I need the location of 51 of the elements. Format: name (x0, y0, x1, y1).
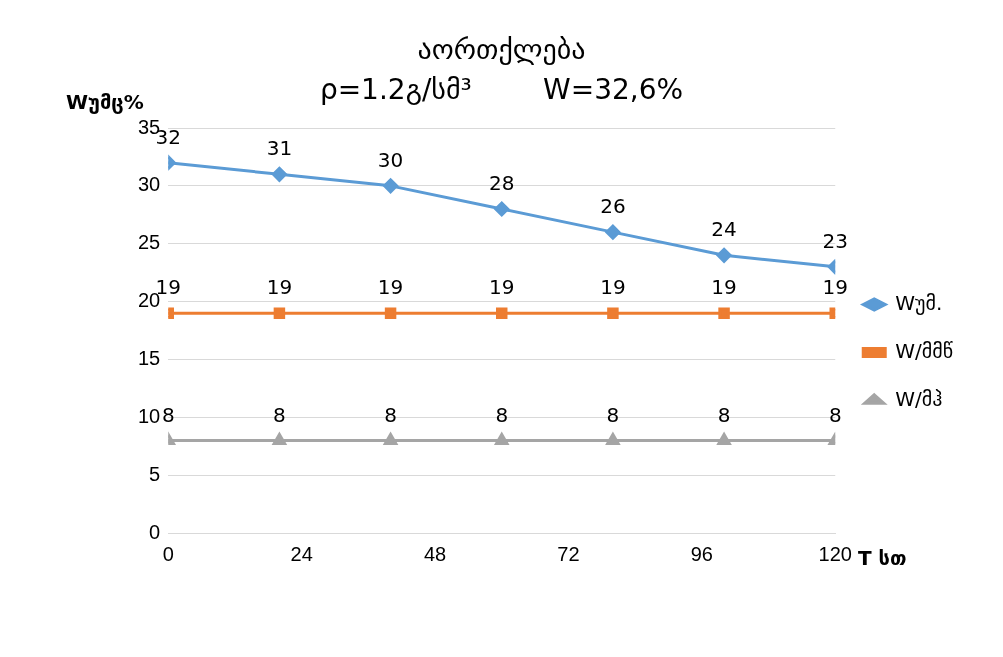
point (495, 432, 509, 445)
y-tick-label: 5 (149, 462, 161, 485)
point (383, 432, 398, 445)
legend-label: Wუმ. (895, 290, 943, 315)
point (717, 432, 731, 445)
data-label: 28 (489, 171, 515, 196)
y-tick-label: 25 (138, 231, 161, 254)
y-tick-label: 15 (138, 346, 161, 369)
legend-label: W/მმწ (895, 338, 953, 363)
x-tick-label: 96 (690, 542, 713, 565)
data-label: 19 (711, 275, 737, 300)
chart-subtitle: ρ=1.2გ/სმ³ W=32,6% (319, 73, 684, 106)
x-tick-label: 72 (557, 542, 580, 565)
data-label: 8 (273, 402, 286, 427)
data-label: 19 (489, 275, 515, 300)
data-label: 23 (822, 229, 848, 254)
point (273, 307, 286, 319)
point (718, 307, 730, 319)
point (607, 307, 619, 319)
x-tick-label: 48 (423, 542, 447, 565)
y-tick-label: 0 (149, 520, 161, 543)
x-axis-title: T სთ (858, 546, 907, 570)
data-label: 19 (822, 275, 848, 300)
chart-title: აორთქლება (416, 32, 587, 68)
x-tick-label: 120 (818, 542, 852, 565)
point (384, 307, 397, 319)
point (606, 432, 620, 445)
y-tick-label: 30 (138, 173, 161, 196)
data-label: 8 (717, 402, 731, 427)
point (494, 201, 510, 217)
data-label: 8 (606, 402, 620, 427)
data-label: 30 (377, 148, 404, 173)
data-label: 8 (828, 402, 842, 427)
data-label: 26 (600, 194, 626, 219)
data-label: 19 (266, 275, 293, 300)
point (716, 247, 732, 263)
point (272, 432, 287, 445)
data-label: 31 (266, 136, 293, 161)
point (496, 307, 508, 319)
data-label: 24 (711, 217, 737, 242)
data-label: 8 (161, 402, 175, 427)
data-label: 19 (377, 275, 404, 300)
y-tick-label: 10 (138, 404, 161, 427)
legend-label: W/მჰ (895, 386, 943, 411)
data-label: 8 (495, 402, 509, 427)
y-axis-title: Wუმც% (66, 90, 144, 114)
point (605, 224, 621, 240)
point (383, 178, 399, 194)
x-tick-label: 24 (290, 542, 313, 565)
data-label: 8 (384, 402, 397, 427)
data-label: 19 (600, 275, 626, 300)
